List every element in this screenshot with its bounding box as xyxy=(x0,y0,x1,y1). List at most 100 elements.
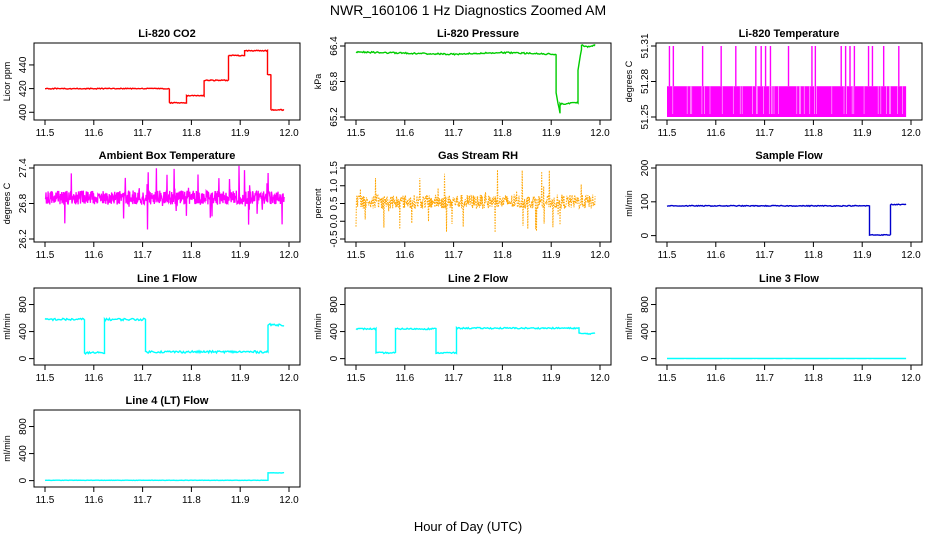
x-tick-label: 11.8 xyxy=(182,128,201,139)
y-tick-label: 1.5 xyxy=(329,161,340,175)
x-tick-label: 11.8 xyxy=(493,250,512,261)
y-tick-label: 800 xyxy=(329,296,340,313)
x-tick-label: 11.8 xyxy=(804,128,823,139)
panel-6: Sample Flow 11.5 11.6 11.7 11.8 11.9 12.0 0 100 2… xyxy=(624,150,923,261)
x-tick-label: 11.7 xyxy=(444,250,463,261)
y-tick-label: 800 xyxy=(18,296,29,313)
x-tick-label: 12.0 xyxy=(901,373,921,384)
x-tick-label: 12.0 xyxy=(279,250,299,261)
x-tick-label: 11.7 xyxy=(133,128,152,139)
y-axis-label: ml/min xyxy=(624,190,634,217)
x-tick-label: 11.8 xyxy=(493,373,512,384)
x-tick-label: 11.6 xyxy=(395,128,414,139)
trace-group xyxy=(44,165,285,230)
series-line xyxy=(666,203,907,237)
trace-group xyxy=(355,43,596,114)
y-tick-label: 0.5 xyxy=(329,196,340,210)
plot-frame xyxy=(33,287,301,366)
x-tick-label: 11.8 xyxy=(804,250,823,261)
y-tick-label: 0 xyxy=(640,355,651,361)
x-tick-label: 11.7 xyxy=(444,128,463,139)
x-tick-label: 12.0 xyxy=(901,128,921,139)
x-tick-label: 11.9 xyxy=(853,128,872,139)
series-band xyxy=(667,86,907,117)
y-tick-label: 440 xyxy=(18,56,29,73)
panel-title: Li-820 Temperature xyxy=(739,28,840,40)
panel-title: Line 3 Flow xyxy=(759,273,819,285)
x-tick-label: 11.7 xyxy=(444,373,463,384)
panel-title: Ambient Box Temperature xyxy=(99,150,236,162)
trace-group xyxy=(355,325,596,355)
x-tick-label: 11.9 xyxy=(542,128,561,139)
panel-title: Li-820 Pressure xyxy=(437,28,519,40)
y-axis-label: ml/min xyxy=(2,313,12,340)
y-tick-label: 800 xyxy=(18,418,29,435)
plot-frame xyxy=(344,42,612,121)
y-tick-label: 100 xyxy=(640,193,651,210)
x-tick-label: 11.6 xyxy=(84,250,103,261)
y-tick-label: 26.2 xyxy=(18,229,29,249)
series-line xyxy=(44,471,285,482)
y-axis-label: ml/min xyxy=(624,313,634,340)
x-tick-label: 11.9 xyxy=(853,373,872,384)
x-tick-label: 11.5 xyxy=(347,128,366,139)
y-axis-label: ml/min xyxy=(2,435,12,462)
x-tick-label: 11.7 xyxy=(755,250,774,261)
x-tick-label: 11.5 xyxy=(36,373,55,384)
trace-group xyxy=(667,46,907,117)
series-line xyxy=(355,43,596,114)
x-tick-label: 12.0 xyxy=(279,495,299,506)
x-tick-label: 11.6 xyxy=(706,128,725,139)
x-tick-label: 11.7 xyxy=(755,373,774,384)
x-tick-label: 11.6 xyxy=(84,373,103,384)
y-axis-label: Licor ppm xyxy=(2,62,12,102)
x-tick-label: 11.8 xyxy=(804,373,823,384)
y-tick-label: 1.0 xyxy=(329,178,340,192)
x-tick-label: 11.5 xyxy=(36,128,55,139)
trace-group xyxy=(44,316,285,355)
x-tick-label: 11.8 xyxy=(182,250,201,261)
x-tick-label: 12.0 xyxy=(901,250,921,261)
y-tick-label: 400 xyxy=(18,323,29,340)
panel-title: Gas Stream RH xyxy=(438,150,518,162)
x-tick-label: 11.6 xyxy=(395,250,414,261)
panel-title: Sample Flow xyxy=(755,150,823,162)
x-tick-label: 12.0 xyxy=(279,128,299,139)
y-tick-label: 400 xyxy=(329,323,340,340)
panel-title: Line 4 (LT) Flow xyxy=(126,395,209,407)
x-tick-label: 12.0 xyxy=(590,250,610,261)
x-tick-label: 11.6 xyxy=(706,373,725,384)
series-line xyxy=(355,325,596,355)
panel-5: Gas Stream RH 11.5 11.6 11.7 11.8 11.9 12.0 -0.… xyxy=(313,150,612,261)
panel-2: Li-820 Pressure 11.5 11.6 11.7 11.8 11.9 12.0 6… xyxy=(313,28,612,139)
x-tick-label: 12.0 xyxy=(279,373,299,384)
x-tick-label: 11.7 xyxy=(133,373,152,384)
x-tick-label: 11.5 xyxy=(347,250,366,261)
x-tick-label: 11.5 xyxy=(658,250,677,261)
trace-group xyxy=(45,49,285,112)
figure-title: NWR_160106 1 Hz Diagnostics Zoomed AM xyxy=(330,2,606,18)
x-tick-label: 11.6 xyxy=(706,250,725,261)
y-tick-label: 65.8 xyxy=(329,71,340,91)
x-tick-label: 11.6 xyxy=(84,495,103,506)
plot-frame xyxy=(33,409,301,488)
series-line xyxy=(45,49,285,112)
y-tick-label: 0 xyxy=(329,355,340,361)
panel-title: Line 1 Flow xyxy=(137,273,197,285)
x-tick-label: 11.5 xyxy=(347,373,366,384)
x-tick-label: 11.5 xyxy=(36,495,55,506)
y-tick-label: 400 xyxy=(18,103,29,120)
y-axis-label: degrees C xyxy=(624,60,634,102)
x-tick-label: 11.8 xyxy=(493,128,512,139)
x-tick-label: 11.5 xyxy=(36,250,55,261)
x-tick-label: 11.9 xyxy=(853,250,872,261)
y-tick-label: 27.4 xyxy=(18,158,29,178)
x-tick-label: 11.7 xyxy=(133,495,152,506)
panel-grid: Li-820 CO2 11.5 11.6 11.7 11.8 11.9 12.0 400 420… xyxy=(2,28,923,506)
x-tick-label: 11.6 xyxy=(395,373,414,384)
y-tick-label: 0 xyxy=(640,232,651,238)
series-line xyxy=(44,316,285,355)
panel-title: Li-820 CO2 xyxy=(138,28,195,40)
panel-10: Line 4 (LT) Flow 11.5 11.6 11.7 11.8 11.9 12.0… xyxy=(2,395,301,506)
